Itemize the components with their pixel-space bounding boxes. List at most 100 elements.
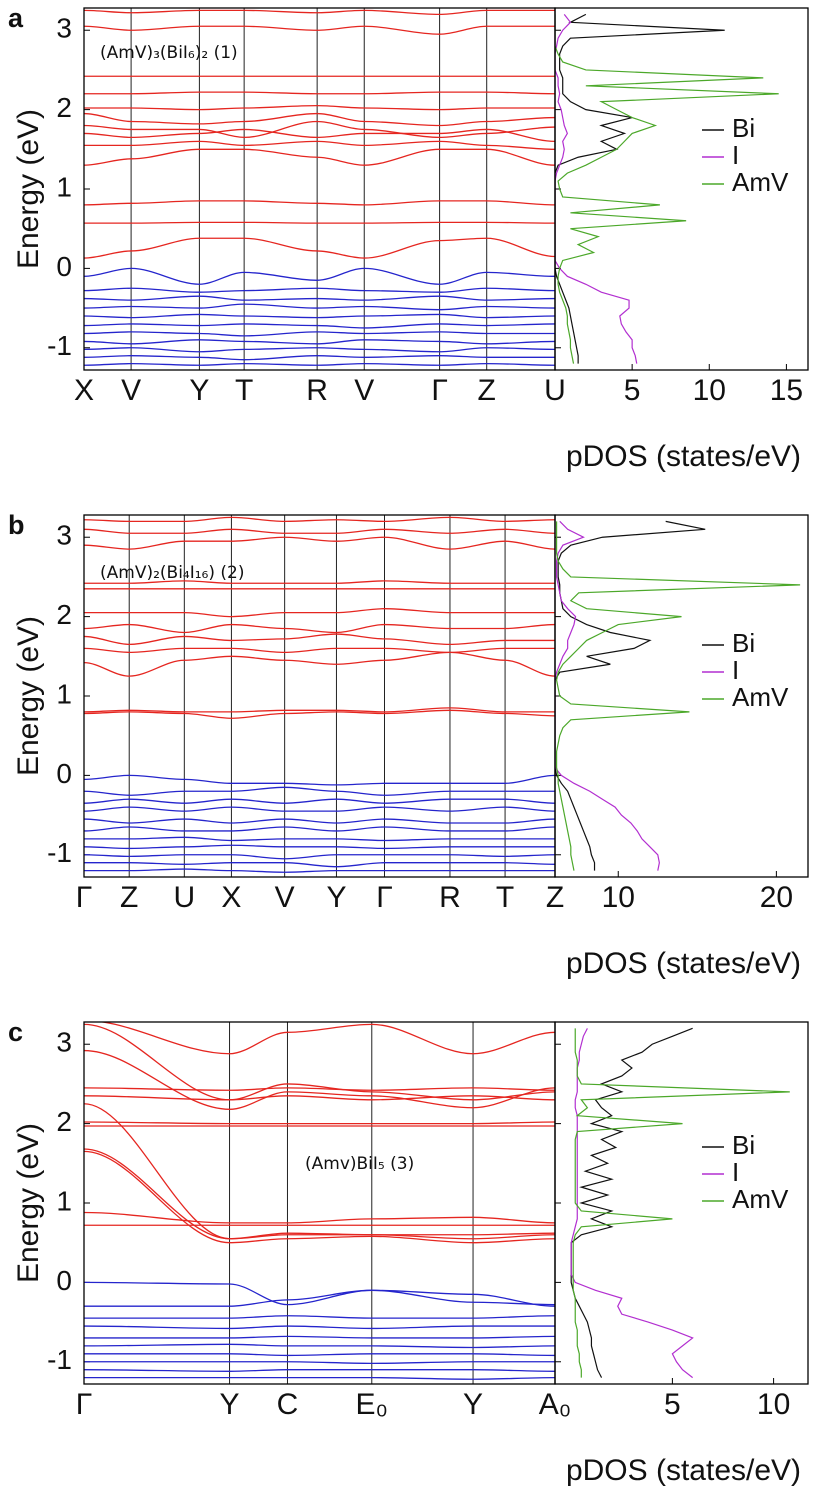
k-label: V <box>354 374 374 407</box>
k-label: Y <box>189 374 209 407</box>
dos-frame <box>554 1021 809 1385</box>
compound-label: (AmV)₃(BiI₆)₂ (1) <box>100 43 238 63</box>
valence-band <box>84 1353 555 1357</box>
conduction-band <box>84 536 555 550</box>
dos-curves <box>570 1027 790 1379</box>
conduction-band <box>84 1150 555 1244</box>
k-label: R <box>439 881 461 914</box>
panel-label: c <box>8 1017 23 1047</box>
conduction-band <box>84 104 555 111</box>
valence-band <box>84 786 555 796</box>
k-label: V <box>121 374 141 407</box>
valence-band <box>84 303 555 311</box>
bands <box>84 1022 555 1380</box>
conduction-band <box>84 608 555 618</box>
dos-curves <box>555 520 801 871</box>
y-tick-label: 3 <box>56 520 72 551</box>
valence-band <box>84 313 555 319</box>
conduction-band <box>84 200 555 206</box>
valence-band <box>84 287 555 293</box>
compound-label: (AmV)₂(Bi₄I₁₆) (2) <box>100 563 245 583</box>
k-label: X <box>221 881 241 914</box>
valence-band <box>84 818 555 824</box>
k-label: U <box>544 374 566 407</box>
k-label: R <box>306 374 328 407</box>
conduction-band <box>84 1103 555 1240</box>
conduction-band <box>84 148 555 166</box>
y-axis-label: Energy (eV) <box>12 109 45 269</box>
dos-curve <box>555 521 801 871</box>
legend-label: AmV <box>732 167 789 197</box>
y-tick-label: 0 <box>56 1265 72 1296</box>
conduction-band <box>84 580 555 584</box>
y-axis-label: Energy (eV) <box>12 1123 45 1283</box>
dos-frame <box>554 7 809 371</box>
legend-label: Bi <box>732 628 755 658</box>
y-tick-label: 0 <box>56 758 72 789</box>
y-tick-label: 2 <box>56 92 72 123</box>
k-label: Z <box>120 881 138 914</box>
valence-band <box>84 826 555 832</box>
valence-band <box>84 323 555 329</box>
dos-curves <box>555 13 779 364</box>
x-axis-label: pDOS (states/eV) <box>566 947 801 980</box>
conduction-band <box>84 1148 555 1240</box>
legend-label: Bi <box>732 113 755 143</box>
dos-curve <box>555 520 660 871</box>
dos-curve <box>555 14 779 364</box>
valence-band <box>84 295 555 301</box>
x-tick-label: 15 <box>770 374 803 407</box>
y-axis-label: Energy (eV) <box>12 616 45 776</box>
conduction-band <box>84 651 555 677</box>
k-label: Γ <box>76 1388 93 1421</box>
legend-label: I <box>732 140 739 170</box>
y-tick-label: 2 <box>56 1106 72 1137</box>
conduction-band <box>84 709 555 719</box>
k-label: E₀ <box>356 1388 388 1421</box>
conduction-band <box>84 128 555 143</box>
valence-band <box>84 362 555 366</box>
conduction-band <box>84 1049 555 1110</box>
conduction-band <box>84 91 555 95</box>
conduction-band <box>84 112 555 127</box>
conduction-band <box>84 623 555 634</box>
panel-label: a <box>8 3 24 33</box>
x-tick-label: 10 <box>757 1388 790 1421</box>
dos-curve <box>570 1027 693 1378</box>
x-tick-label: 10 <box>602 881 635 914</box>
dos-curve <box>570 1028 694 1379</box>
k-label: Y <box>220 1388 240 1421</box>
dos-curve <box>555 13 725 364</box>
y-tick-label: 0 <box>56 251 72 282</box>
bands <box>84 516 555 873</box>
valence-band <box>84 774 555 786</box>
bands <box>84 9 555 366</box>
x-axis-label: pDOS (states/eV) <box>566 1454 801 1487</box>
valence-band <box>84 1315 555 1319</box>
x-tick-label: 5 <box>664 1388 681 1421</box>
conduction-band <box>97 1022 555 1055</box>
panel-label: b <box>8 510 25 540</box>
valence-band <box>84 331 555 337</box>
k-label: U <box>173 881 195 914</box>
conduction-band <box>84 140 555 150</box>
dos-curve <box>555 520 706 871</box>
y-tick-label: -1 <box>47 330 72 361</box>
y-tick-label: 1 <box>56 171 72 202</box>
conduction-band <box>84 25 555 35</box>
k-label: Z <box>478 374 496 407</box>
panel: c (Amv)BiI₅ (3) Energy (eV) -1 0 1 2 3 Γ Y C E₀ Y A₀ 5… <box>8 1017 809 1487</box>
y-tick-label: 1 <box>56 1185 72 1216</box>
valence-band <box>84 1369 555 1372</box>
y-tick-label: 3 <box>56 1027 72 1058</box>
compound-label: (Amv)BiI₅ (3) <box>305 1154 414 1174</box>
k-label: C <box>277 1388 299 1421</box>
k-label: Γ <box>376 881 393 914</box>
k-label: T <box>496 881 514 914</box>
x-axis-label: pDOS (states/eV) <box>566 440 801 473</box>
conduction-band <box>84 1095 555 1101</box>
valence-band <box>84 339 555 345</box>
band-frame <box>83 1021 556 1385</box>
